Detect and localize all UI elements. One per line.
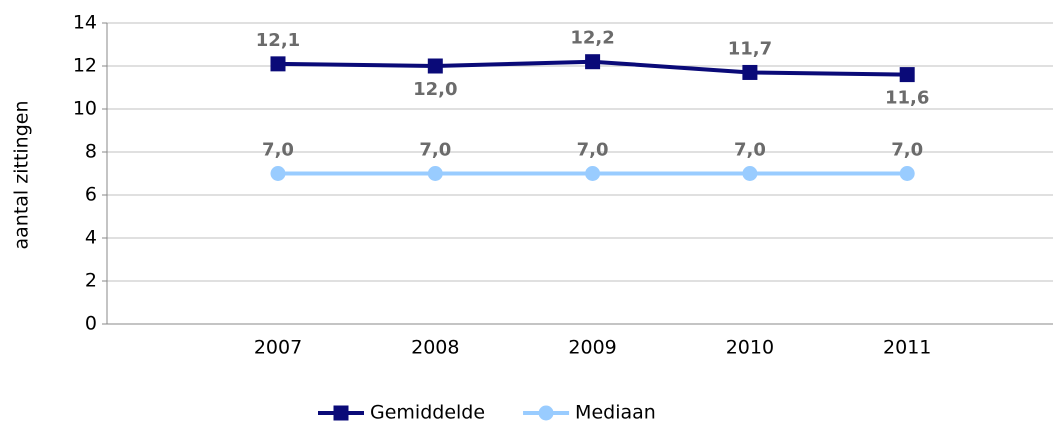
marker	[585, 54, 601, 70]
y-tick-label: 4	[85, 227, 97, 249]
legend-marker	[333, 405, 349, 421]
legend-label: Gemiddelde	[370, 402, 485, 424]
marker	[427, 166, 443, 181]
x-tick-label: 2011	[883, 337, 931, 359]
y-tick-label: 10	[73, 98, 97, 120]
y-tick-label: 12	[73, 55, 97, 77]
marker	[270, 166, 286, 181]
value-label: 12,1	[256, 30, 300, 51]
value-label: 7,0	[891, 140, 923, 161]
value-label: 7,0	[262, 140, 294, 161]
legend-label: Mediaan	[575, 402, 656, 424]
marker	[899, 166, 915, 181]
value-label: 11,6	[885, 88, 929, 109]
x-tick-label: 2008	[411, 337, 459, 359]
marker	[585, 166, 601, 181]
x-tick-label: 2009	[568, 337, 616, 359]
value-label: 7,0	[734, 140, 766, 161]
y-tick-label: 0	[85, 313, 97, 335]
y-axis-label: aantal zittingen	[11, 100, 33, 249]
value-label: 12,2	[570, 28, 614, 49]
marker	[270, 56, 286, 72]
x-tick-label: 2010	[726, 337, 774, 359]
marker	[742, 64, 758, 80]
legend-marker	[538, 405, 554, 421]
marker	[899, 67, 915, 83]
y-tick-label: 8	[85, 141, 97, 163]
value-label: 7,0	[577, 140, 609, 161]
value-label: 7,0	[419, 140, 451, 161]
marker	[427, 58, 443, 74]
value-label: 12,0	[413, 79, 457, 100]
x-tick-label: 2007	[254, 337, 302, 359]
value-label: 11,7	[728, 38, 772, 59]
y-tick-label: 14	[73, 12, 97, 34]
y-tick-label: 2	[85, 270, 97, 292]
y-tick-label: 6	[85, 184, 97, 206]
marker	[742, 166, 758, 181]
